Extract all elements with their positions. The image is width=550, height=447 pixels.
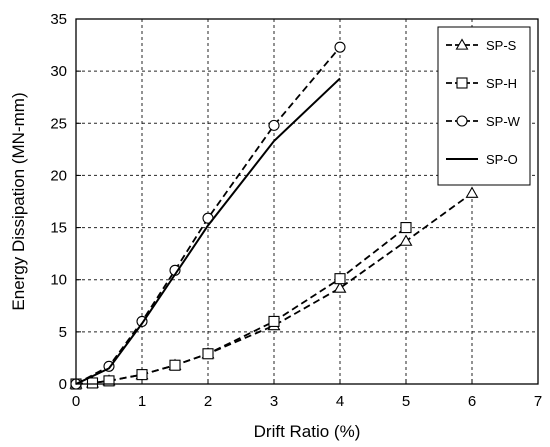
x-tick-label: 2 [204,393,212,410]
x-tick-label: 1 [138,393,146,410]
x-axis-title: Drift Ratio (%) [254,422,361,441]
series-sp-h [70,222,412,390]
x-tick-label: 7 [534,393,542,410]
data-point-sp-h [202,348,214,360]
y-tick-label: 0 [59,376,67,393]
series-line-sp-o [75,77,341,385]
y-tick-label: 10 [50,272,67,289]
legend-label: SP-S [486,38,517,53]
legend-swatch-marker [455,38,469,50]
legend-item-sp-w: SP-W [446,114,521,129]
legend-label: SP-W [486,114,521,129]
y-tick-label: 5 [59,324,67,341]
x-tick-label: 6 [468,393,476,410]
data-point-sp-s [333,281,347,293]
series-sp-o [75,77,341,385]
series-layer [69,41,479,390]
data-point-sp-s [465,186,479,198]
y-tick-label: 15 [50,220,67,237]
legend-swatch-marker [456,115,468,127]
data-point-sp-h [169,359,181,371]
y-tick-label: 25 [50,115,67,132]
legend-label: SP-H [486,76,517,91]
y-tick-label: 35 [50,11,67,28]
y-axis-title: Energy Dissipation (MN-mm) [9,92,28,310]
y-tick-label: 20 [50,167,67,184]
x-tick-label: 0 [72,393,80,410]
legend-item-sp-s: SP-S [446,38,517,53]
series-line-sp-h [75,226,407,385]
x-tick-label: 3 [270,393,278,410]
data-point-sp-h [136,369,148,381]
series-sp-w [70,41,346,390]
legend-item-sp-h: SP-H [446,76,517,91]
x-tick-label: 5 [402,393,410,410]
legend-item-sp-o: SP-O [446,152,518,167]
data-point-sp-h [103,375,115,387]
tick-layer: 0 1 2 3 4 5 6 7 0 5 10 15 20 25 30 35 [50,11,542,410]
legend: SP-S SP-H SP-W SP-O [437,26,531,186]
data-point-sp-s [399,234,413,246]
data-point-sp-h [334,273,346,285]
data-point-sp-w [268,119,280,131]
data-point-sp-h [268,315,280,327]
data-point-sp-h [400,222,412,234]
x-tick-label: 4 [336,393,344,410]
y-tick-label: 30 [50,63,67,80]
legend-label: SP-O [486,152,518,167]
data-point-sp-w [334,41,346,53]
plot-frame [75,18,539,385]
legend-swatch-marker [456,77,468,89]
data-point-sp-h [86,377,99,389]
